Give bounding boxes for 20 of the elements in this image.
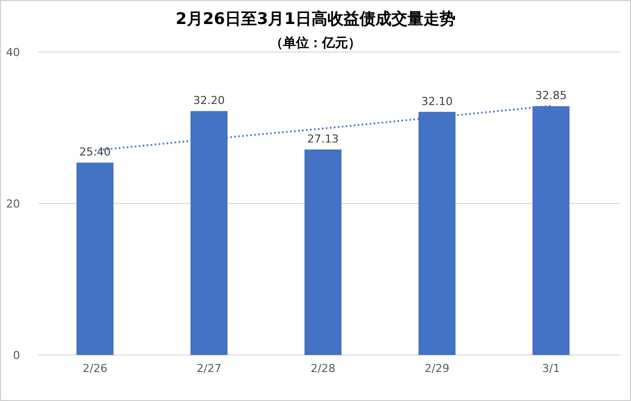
chart-title: 2月26日至3月1日高收益债成交量走势	[176, 9, 456, 28]
x-tick-label: 2/28	[310, 362, 336, 375]
data-label: 32.10	[421, 94, 453, 108]
bar	[532, 106, 570, 355]
x-tick-label: 2/29	[424, 362, 450, 375]
data-label: 25.40	[79, 146, 111, 159]
x-tick-label: 3/1	[542, 362, 560, 375]
data-label: 27.13	[307, 132, 339, 146]
x-tick-label: 2/27	[196, 362, 222, 375]
y-tick-label: 0	[13, 349, 20, 362]
y-tick-label: 20	[6, 198, 20, 210]
bar	[418, 112, 456, 355]
y-tick-label: 40	[6, 46, 20, 59]
bar	[76, 162, 114, 355]
x-tick-label: 2/26	[82, 362, 108, 375]
chart-subtitle: （单位：亿元）	[270, 35, 361, 51]
data-label: 32.85	[535, 89, 567, 102]
data-label: 32.20	[193, 94, 225, 108]
bar	[304, 149, 342, 355]
bar	[190, 111, 228, 355]
